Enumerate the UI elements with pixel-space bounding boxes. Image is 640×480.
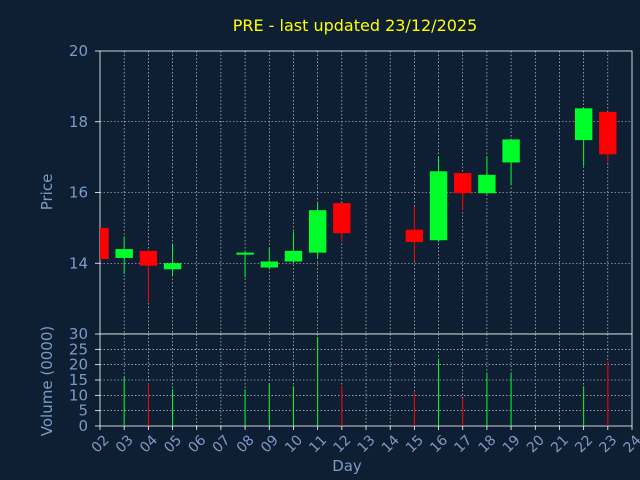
candle-body-up [163, 263, 182, 270]
price-tick-label: 16 [69, 184, 88, 202]
candle-body-up [308, 210, 327, 253]
x-axis: 02 03 04 05 06 07 08 09 10 11 12 13 14 15 16 17 18 19 20 21… [89, 426, 640, 456]
chart-title: PRE - last updated 23/12/2025 [233, 16, 478, 35]
x-tick-label: 15 [403, 432, 427, 456]
x-tick-label: 12 [331, 432, 355, 456]
x-tick-label: 07 [210, 432, 234, 456]
candle-body-up [502, 139, 520, 163]
x-tick-label: 08 [234, 432, 258, 456]
x-tick-label: 23 [597, 432, 621, 456]
x-tick-label: 05 [161, 432, 185, 456]
x-tick-label: 22 [572, 432, 596, 456]
volume-tick-label: 20 [69, 356, 88, 374]
x-tick-label: 02 [89, 432, 113, 456]
candle-body-down [599, 111, 617, 155]
x-tick-label: 06 [185, 432, 209, 456]
x-tick-label: 19 [500, 432, 524, 456]
price-tick-label: 18 [69, 113, 88, 131]
candle-body-up [284, 250, 303, 262]
volume-tick-label: 15 [69, 371, 88, 389]
x-tick-label: 04 [137, 432, 161, 456]
candle-body-down [100, 227, 109, 260]
x-tick-label: 03 [113, 432, 137, 456]
x-tick-label: 16 [427, 432, 451, 456]
candle-body-up [115, 249, 133, 258]
volume-tick-label: 0 [78, 417, 88, 435]
y-axis-label-volume: Volume (0000) [38, 326, 56, 436]
candle-body-up [236, 252, 254, 255]
candle-body-down [454, 173, 472, 194]
x-tick-label: 11 [306, 432, 330, 456]
volume-tick-label: 25 [69, 340, 88, 358]
x-tick-label: 10 [282, 432, 306, 456]
x-tick-label: 24 [621, 432, 640, 456]
candle-body-up [429, 171, 448, 241]
x-axis-label: Day [332, 457, 362, 475]
price-panel: 14 16 18 20 [69, 42, 633, 335]
x-tick-label: 13 [355, 432, 379, 456]
x-tick-label: 17 [451, 432, 475, 456]
candle-body-down [405, 229, 424, 243]
x-tick-label: 09 [258, 432, 282, 456]
candle-body-up [478, 174, 496, 194]
volume-tick-label: 30 [69, 325, 88, 343]
x-tick-label: 18 [476, 432, 500, 456]
x-tick-label: 14 [379, 432, 403, 456]
candle-body-up [574, 108, 593, 141]
price-tick-label: 20 [69, 42, 88, 60]
candle-body-down [139, 250, 158, 266]
candles [100, 107, 617, 303]
x-tick-label: 21 [548, 432, 572, 456]
price-tick-label: 14 [69, 254, 88, 272]
candle-body-down [333, 203, 351, 234]
x-tick-label: 20 [524, 432, 548, 456]
volume-tick-label: 5 [78, 402, 88, 420]
y-axis-label-price: Price [38, 174, 56, 211]
candle-body-up [260, 261, 278, 268]
volume-tick-label: 10 [69, 386, 88, 404]
